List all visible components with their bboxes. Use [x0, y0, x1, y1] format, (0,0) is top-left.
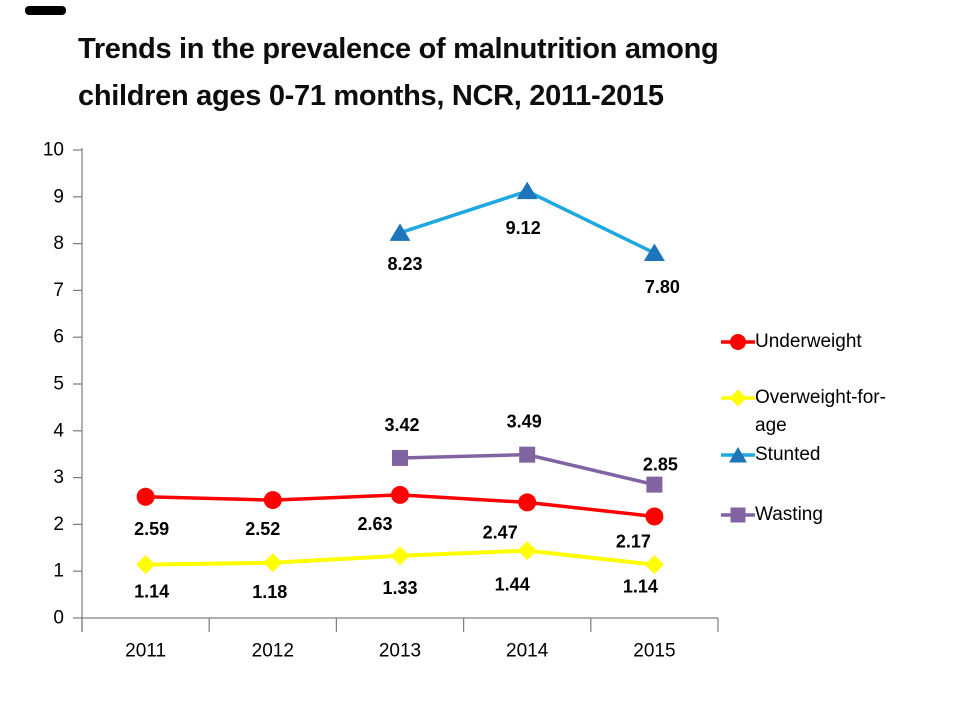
- data-label: 1.33: [382, 578, 417, 598]
- y-tick-label: 3: [53, 467, 64, 488]
- data-label: 2.47: [483, 522, 518, 542]
- circle-marker-icon: [263, 491, 282, 510]
- y-tick-label: 6: [53, 327, 64, 348]
- x-tick-label: 2015: [633, 641, 675, 662]
- legend-label: Stunted: [755, 444, 821, 465]
- chart-title: Trends in the prevalence of malnutrition…: [78, 26, 903, 120]
- x-axis-labels: 2011 2012 2013 2014 2015: [125, 641, 675, 662]
- data-label: 3.49: [507, 412, 542, 432]
- y-tick-label: 5: [53, 374, 64, 395]
- data-label: 3.42: [384, 415, 419, 435]
- data-label: 1.14: [623, 577, 658, 597]
- square-legend-marker-icon: [721, 507, 755, 523]
- y-tick-label: 9: [53, 186, 64, 207]
- legend-label: Underweight: [755, 331, 862, 352]
- diamond-marker-icon: [136, 555, 156, 575]
- chart-title-line-1: Trends in the prevalence of malnutrition…: [78, 33, 719, 65]
- data-label: 7.80: [645, 277, 680, 297]
- x-tick-label: 2014: [506, 641, 549, 662]
- triangle-marker-icon: [643, 243, 665, 261]
- legend-label: Wasting: [755, 504, 823, 525]
- data-label: 2.85: [643, 455, 678, 475]
- data-label: 2.63: [357, 514, 392, 534]
- triangle-marker-icon: [389, 223, 411, 241]
- y-tick-label: 1: [53, 561, 64, 582]
- series-underweight: 2.59 2.52 2.63 2.47 2.17: [134, 485, 664, 551]
- axes: [73, 148, 719, 632]
- circle-marker-icon: [645, 507, 664, 526]
- circle-legend-marker-icon: [721, 334, 755, 350]
- data-label: 2.59: [134, 519, 169, 539]
- series-wasting: 3.42 3.49 2.85: [384, 412, 678, 493]
- y-tick-label: 2: [53, 514, 64, 535]
- data-label: 1.14: [134, 582, 169, 602]
- diamond-legend-marker-icon: [721, 389, 755, 407]
- square-marker-icon: [646, 476, 663, 493]
- legend-item-underweight: Underweight: [721, 328, 913, 356]
- circle-marker-icon: [518, 493, 537, 512]
- diamond-marker-icon: [644, 555, 664, 575]
- legend-item-stunted: Stunted: [721, 441, 913, 469]
- data-label: 2.17: [616, 531, 651, 551]
- diamond-marker-icon: [263, 553, 283, 573]
- legend-item-overweight-for-age: Overweight-for-age: [721, 384, 913, 440]
- chart-title-line-2: children ages 0-71 months, NCR, 2011-201…: [78, 80, 664, 112]
- y-tick-label: 0: [53, 608, 64, 629]
- y-tick-label: 4: [53, 420, 64, 441]
- triangle-legend-marker-icon: [721, 447, 755, 463]
- slide-corner-mark: [25, 6, 66, 15]
- circle-marker-icon: [136, 487, 155, 506]
- x-tick-label: 2012: [252, 641, 294, 662]
- data-label: 9.12: [506, 218, 541, 238]
- data-label: 1.18: [252, 582, 287, 602]
- legend-label: Overweight-for-age: [755, 387, 886, 436]
- data-label: 8.23: [387, 254, 422, 274]
- diamond-marker-icon: [517, 541, 537, 561]
- data-label: 2.52: [245, 519, 280, 539]
- data-label: 1.44: [495, 575, 530, 595]
- legend-item-wasting: Wasting: [721, 501, 913, 529]
- x-tick-label: 2011: [125, 641, 166, 662]
- chart-legend: Underweight Overweight-for-age Stunted Wast…: [721, 328, 913, 529]
- y-tick-label: 10: [43, 140, 64, 161]
- square-marker-icon: [519, 446, 536, 463]
- y-tick-label: 7: [53, 280, 64, 301]
- y-tick-label: 8: [53, 233, 64, 254]
- triangle-marker-icon: [516, 181, 538, 200]
- x-tick-label: 2013: [379, 641, 421, 662]
- series-stunted: 8.23 9.12 7.80: [387, 181, 680, 297]
- diamond-marker-icon: [390, 546, 410, 566]
- circle-marker-icon: [391, 485, 409, 504]
- y-axis-labels: 0 1 2 3 4 5 6 7 8 9 10: [43, 140, 65, 629]
- series-overweight-for-age: 1.14 1.18 1.33 1.44 1.14: [134, 541, 664, 602]
- square-marker-icon: [392, 449, 408, 466]
